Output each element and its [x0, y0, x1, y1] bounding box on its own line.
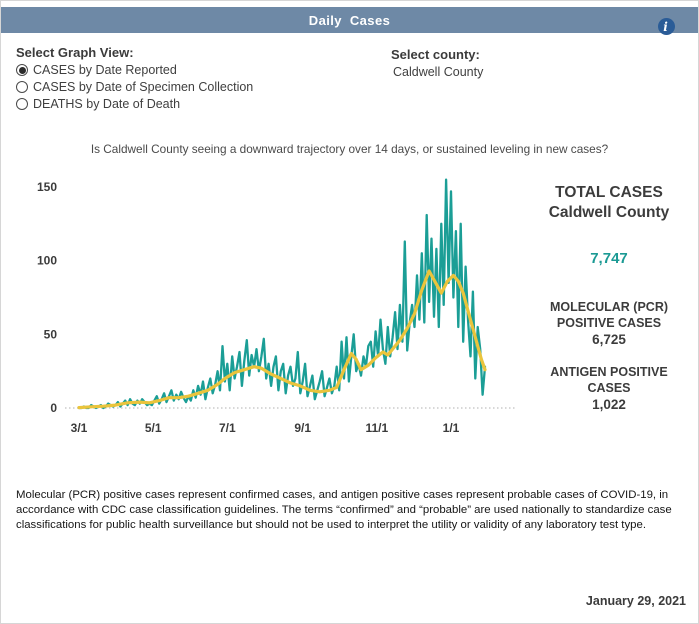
total-cases-value: 7,747	[590, 250, 628, 267]
report-date: January 29, 2021	[585, 594, 686, 608]
radio-label: CASES by Date of Specimen Collection	[33, 80, 254, 94]
svg-text:100: 100	[37, 254, 57, 268]
svg-text:1/1: 1/1	[443, 421, 460, 435]
svg-text:150: 150	[37, 180, 57, 194]
radio-cases-by-date-reported[interactable]: CASES by Date Reported	[16, 63, 253, 77]
svg-text:50: 50	[44, 327, 58, 341]
svg-text:9/1: 9/1	[294, 421, 311, 435]
pcr-cases-value: 6,725	[592, 332, 626, 347]
header-bar: Daily Cases i	[1, 7, 698, 35]
radio-label: DEATHS by Date of Death	[33, 97, 181, 111]
radio-button-icon[interactable]	[16, 64, 28, 76]
radio-button-icon[interactable]	[16, 98, 28, 110]
graph-view-label: Select Graph View:	[16, 45, 134, 60]
pcr-label: MOLECULAR (PCR)	[549, 300, 669, 314]
antigen-label: ANTIGEN POSITIVE	[550, 365, 668, 379]
svg-text:7/1: 7/1	[219, 421, 236, 435]
county-label: Select county:	[391, 47, 480, 62]
total-cases-title: TOTAL CASES Caldwell County	[548, 184, 670, 221]
info-icon[interactable]: i	[658, 18, 675, 35]
chart-question-text: Is Caldwell County seeing a downward tra…	[90, 142, 609, 156]
stats-panel: TOTAL CASES Caldwell County 7,747 MOLECU…	[520, 183, 698, 412]
pcr-cases-block: MOLECULAR (PCR) POSITIVE CASES 6,725	[520, 300, 698, 347]
radio-button-icon[interactable]	[16, 81, 28, 93]
county-selector: Select county: Caldwell County	[391, 47, 483, 79]
radio-label: CASES by Date Reported	[33, 63, 177, 77]
radio-deaths-by-date-of-death[interactable]: DEATHS by Date of Death	[16, 97, 253, 111]
county-value-dropdown[interactable]: Caldwell County	[393, 65, 484, 79]
daily-cases-chart[interactable]: 0 50 100 150 3/1 5/1 7/1 9/1 11/1 1/1	[1, 171, 521, 446]
svg-text:0: 0	[50, 401, 57, 415]
svg-text:3/1: 3/1	[71, 421, 88, 435]
radio-cases-by-specimen-collection[interactable]: CASES by Date of Specimen Collection	[16, 80, 253, 94]
svg-text:11/1: 11/1	[365, 421, 388, 435]
footnote-text: Molecular (PCR) positive cases represent…	[16, 489, 672, 531]
svg-text:5/1: 5/1	[145, 421, 162, 435]
antigen-cases-block: ANTIGEN POSITIVE CASES 1,022	[520, 365, 698, 412]
graph-view-selector: Select Graph View: CASES by Date Reporte…	[16, 45, 253, 111]
page-title: Daily Cases	[308, 12, 391, 28]
antigen-cases-value: 1,022	[592, 397, 626, 412]
